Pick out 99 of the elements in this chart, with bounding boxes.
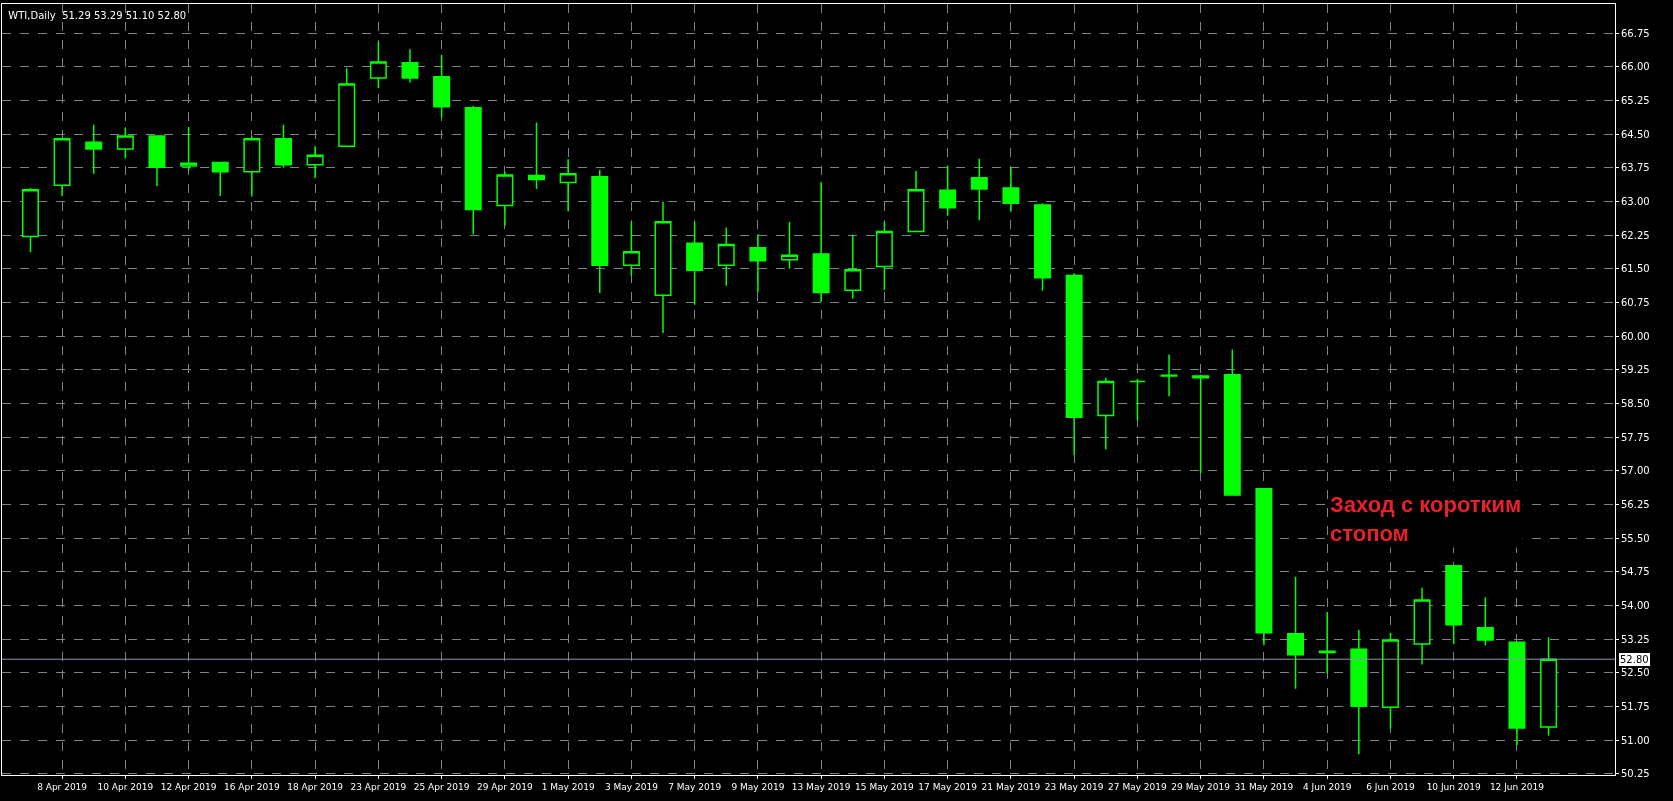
x-tick-label: 12 Jun 2019 [1489, 781, 1545, 792]
y-tick-label: 54.00 [1621, 599, 1650, 611]
candlestick [907, 170, 925, 233]
candlestick [559, 158, 577, 213]
candlestick [464, 105, 482, 235]
candlestick [1065, 272, 1083, 456]
x-tick-label: 6 Jun 2019 [1366, 781, 1415, 792]
x-tick-label: 16 Apr 2019 [224, 781, 280, 792]
x-tick-label: 21 May 2019 [981, 781, 1041, 792]
x-tick-label: 13 May 2019 [791, 781, 851, 792]
candlestick [1255, 487, 1273, 647]
candlestick [844, 233, 862, 300]
y-tick-label: 65.25 [1621, 94, 1650, 106]
candlestick [1223, 348, 1241, 496]
x-tick-label: 3 May 2019 [604, 781, 659, 792]
y-tick-label: 54.75 [1621, 566, 1650, 578]
y-tick-label: 64.50 [1621, 128, 1650, 140]
candlestick [939, 164, 957, 217]
y-tick-label: 63.75 [1621, 162, 1650, 174]
candlestick [85, 123, 103, 175]
x-tick-label: 9 May 2019 [731, 781, 785, 792]
x-tick-label: 15 May 2019 [855, 781, 915, 792]
candlestick [1508, 641, 1526, 746]
y-tick-label: 51.00 [1621, 734, 1650, 746]
x-tick-label: 23 May 2019 [1044, 781, 1104, 792]
candlestick [21, 187, 39, 253]
candlestick [1445, 565, 1463, 645]
candlestick [243, 135, 261, 198]
y-tick-label: 53.25 [1621, 633, 1650, 645]
x-tick-label: 18 Apr 2019 [287, 781, 344, 792]
candlestick [338, 67, 356, 148]
candlestick [401, 48, 419, 84]
y-tick-label: 60.75 [1621, 296, 1650, 308]
candlestick [1128, 377, 1146, 422]
annotation: Заход с коротким стопом [1330, 492, 1522, 546]
candlestick [654, 201, 672, 334]
candlestick [717, 226, 735, 287]
x-tick-label: 1 May 2019 [541, 781, 595, 792]
candlestick [53, 136, 71, 197]
y-tick-label: 57.00 [1621, 465, 1650, 477]
candlestick [116, 126, 134, 160]
y-tick-label: 57.75 [1621, 431, 1650, 443]
candlestick [622, 221, 640, 277]
y-tick-label: 55.50 [1621, 532, 1650, 544]
candlestick [1540, 636, 1558, 737]
y-tick-label: 58.50 [1621, 397, 1650, 409]
x-tick-label: 10 Jun 2019 [1426, 781, 1482, 792]
y-tick-label: 51.75 [1621, 700, 1650, 712]
x-tick-label: 17 May 2019 [918, 781, 978, 792]
x-tick-label: 10 Apr 2019 [97, 781, 154, 792]
candlestick [1160, 353, 1178, 397]
x-tick-label: 27 May 2019 [1108, 781, 1168, 792]
candlestick [369, 40, 387, 89]
candlestick [528, 121, 545, 190]
candlestick [1318, 611, 1336, 675]
candlestick [1381, 631, 1399, 730]
candlestick [496, 171, 514, 227]
x-tick-label: 29 Apr 2019 [477, 781, 533, 792]
y-tick-label: 60.00 [1621, 330, 1650, 342]
x-tick-label: 29 May 2019 [1171, 781, 1231, 792]
ref-line-label: 52.80 [1620, 654, 1649, 665]
candlestick [306, 145, 324, 179]
candlestick [781, 221, 799, 270]
y-tick-label: 50.25 [1621, 768, 1650, 780]
candlestick [211, 161, 229, 197]
candlestick [686, 221, 704, 306]
candlestick [1192, 373, 1210, 474]
candlestick [970, 158, 988, 222]
candlestick [812, 181, 830, 303]
candlestick [1097, 377, 1115, 450]
y-tick-label: 63.00 [1621, 195, 1650, 207]
x-tick-label: 7 May 2019 [668, 781, 722, 792]
y-tick-label: 59.25 [1621, 364, 1650, 376]
candlestick [591, 169, 609, 294]
candlestick [875, 221, 893, 292]
candlestick [1350, 629, 1368, 756]
candlestick [148, 135, 166, 187]
candlestick [433, 53, 451, 119]
candlestick [180, 126, 198, 172]
candlestick [1476, 596, 1494, 647]
x-tick-label: 4 Jun 2019 [1302, 781, 1352, 792]
x-tick-label: 8 Apr 2019 [37, 781, 88, 792]
y-tick-label: 56.25 [1621, 498, 1650, 510]
y-tick-label: 66.75 [1621, 27, 1650, 39]
candlestick [1034, 202, 1052, 292]
y-tick-label: 61.50 [1621, 263, 1650, 275]
x-tick-label: 25 Apr 2019 [413, 781, 470, 792]
text: WTI,Daily 51.29 53.29 51.10 52.80 [8, 10, 187, 22]
x-tick-label: 12 Apr 2019 [160, 781, 217, 792]
y-tick-label: 52.50 [1621, 667, 1650, 679]
x-tick-label: 31 May 2019 [1234, 781, 1294, 792]
candlestick [274, 123, 292, 169]
y-tick-label: 62.25 [1621, 229, 1650, 241]
candlestick [749, 233, 767, 293]
y-tick-label: 66.00 [1621, 61, 1650, 73]
candlestick [1287, 575, 1305, 690]
candlestick [1413, 587, 1431, 666]
candlestick [1002, 166, 1020, 213]
x-tick-label: 23 Apr 2019 [350, 781, 407, 792]
